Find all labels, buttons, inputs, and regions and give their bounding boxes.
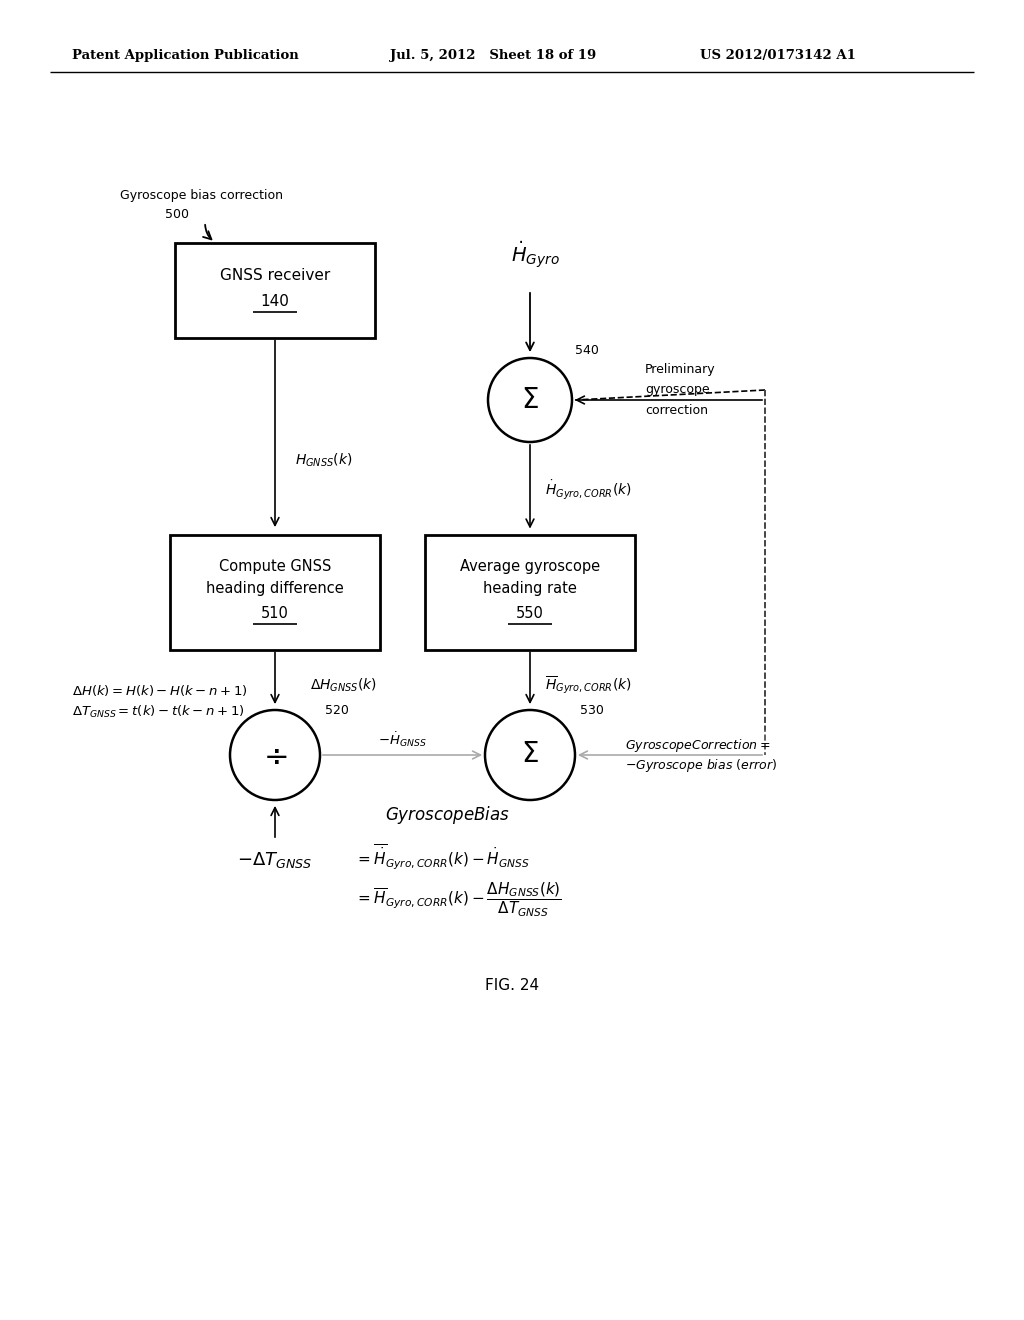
Text: US 2012/0173142 A1: US 2012/0173142 A1 bbox=[700, 49, 856, 62]
Text: Patent Application Publication: Patent Application Publication bbox=[72, 49, 299, 62]
Circle shape bbox=[485, 710, 575, 800]
Bar bbox=[425, 535, 635, 649]
Text: $\overline{H}_{Gyro,CORR}(k)$: $\overline{H}_{Gyro,CORR}(k)$ bbox=[545, 675, 632, 696]
Text: 140: 140 bbox=[260, 294, 290, 309]
Text: $\dot{H}_{Gyro}$: $\dot{H}_{Gyro}$ bbox=[511, 239, 559, 271]
Text: FIG. 24: FIG. 24 bbox=[485, 978, 539, 993]
Bar bbox=[170, 535, 380, 649]
Text: $-\Delta T_{GNSS}$: $-\Delta T_{GNSS}$ bbox=[238, 850, 312, 870]
Text: $GyroscopeCorrection =$: $GyroscopeCorrection =$ bbox=[625, 737, 770, 754]
Text: $\Delta T_{GNSS}=t(k)-t(k-n+1)$: $\Delta T_{GNSS}=t(k)-t(k-n+1)$ bbox=[72, 704, 245, 719]
Text: correction: correction bbox=[645, 404, 708, 417]
Circle shape bbox=[488, 358, 572, 442]
Circle shape bbox=[230, 710, 319, 800]
Text: $\div$: $\div$ bbox=[263, 739, 287, 771]
Text: heading difference: heading difference bbox=[206, 582, 344, 597]
Text: $=\overline{H}_{Gyro,CORR}(k)-\dfrac{\Delta H_{GNSS}(k)}{\Delta T_{GNSS}}$: $=\overline{H}_{Gyro,CORR}(k)-\dfrac{\De… bbox=[355, 880, 562, 919]
Text: gyroscope: gyroscope bbox=[645, 384, 710, 396]
Text: $H_{GNSS}(k)$: $H_{GNSS}(k)$ bbox=[295, 451, 352, 469]
Text: $\Delta H_{GNSS}(k)$: $\Delta H_{GNSS}(k)$ bbox=[310, 676, 377, 694]
Text: Gyroscope bias correction: Gyroscope bias correction bbox=[120, 189, 283, 202]
Text: 520: 520 bbox=[325, 704, 349, 717]
Text: 540: 540 bbox=[575, 343, 599, 356]
Text: 550: 550 bbox=[516, 606, 544, 622]
Text: $\Sigma$: $\Sigma$ bbox=[521, 387, 539, 413]
Text: $\Sigma$: $\Sigma$ bbox=[521, 742, 539, 768]
Text: Preliminary: Preliminary bbox=[645, 363, 716, 376]
Text: $\Delta H(k)=H(k)-H(k-n+1)$: $\Delta H(k)=H(k)-H(k-n+1)$ bbox=[72, 682, 248, 697]
Text: Average gyroscope: Average gyroscope bbox=[460, 560, 600, 574]
Text: $-\dot{H}_{GNSS}$: $-\dot{H}_{GNSS}$ bbox=[378, 731, 427, 750]
Text: 530: 530 bbox=[580, 704, 604, 717]
Bar bbox=[175, 243, 375, 338]
Text: heading rate: heading rate bbox=[483, 582, 577, 597]
Text: 510: 510 bbox=[261, 606, 289, 622]
Text: Jul. 5, 2012   Sheet 18 of 19: Jul. 5, 2012 Sheet 18 of 19 bbox=[390, 49, 596, 62]
Text: 500: 500 bbox=[165, 209, 189, 222]
Text: $\dot{H}_{Gyro,CORR}(k)$: $\dot{H}_{Gyro,CORR}(k)$ bbox=[545, 479, 632, 502]
Text: GNSS receiver: GNSS receiver bbox=[220, 268, 330, 282]
Text: $GyroscopeBias$: $GyroscopeBias$ bbox=[385, 804, 510, 826]
Text: $=\overline{\dot{H}}_{Gyro,CORR}(k)-\dot{H}_{GNSS}$: $=\overline{\dot{H}}_{Gyro,CORR}(k)-\dot… bbox=[355, 842, 530, 871]
Text: Compute GNSS: Compute GNSS bbox=[219, 560, 331, 574]
Text: $-Gyroscope\ bias\ (error)$: $-Gyroscope\ bias\ (error)$ bbox=[625, 756, 777, 774]
